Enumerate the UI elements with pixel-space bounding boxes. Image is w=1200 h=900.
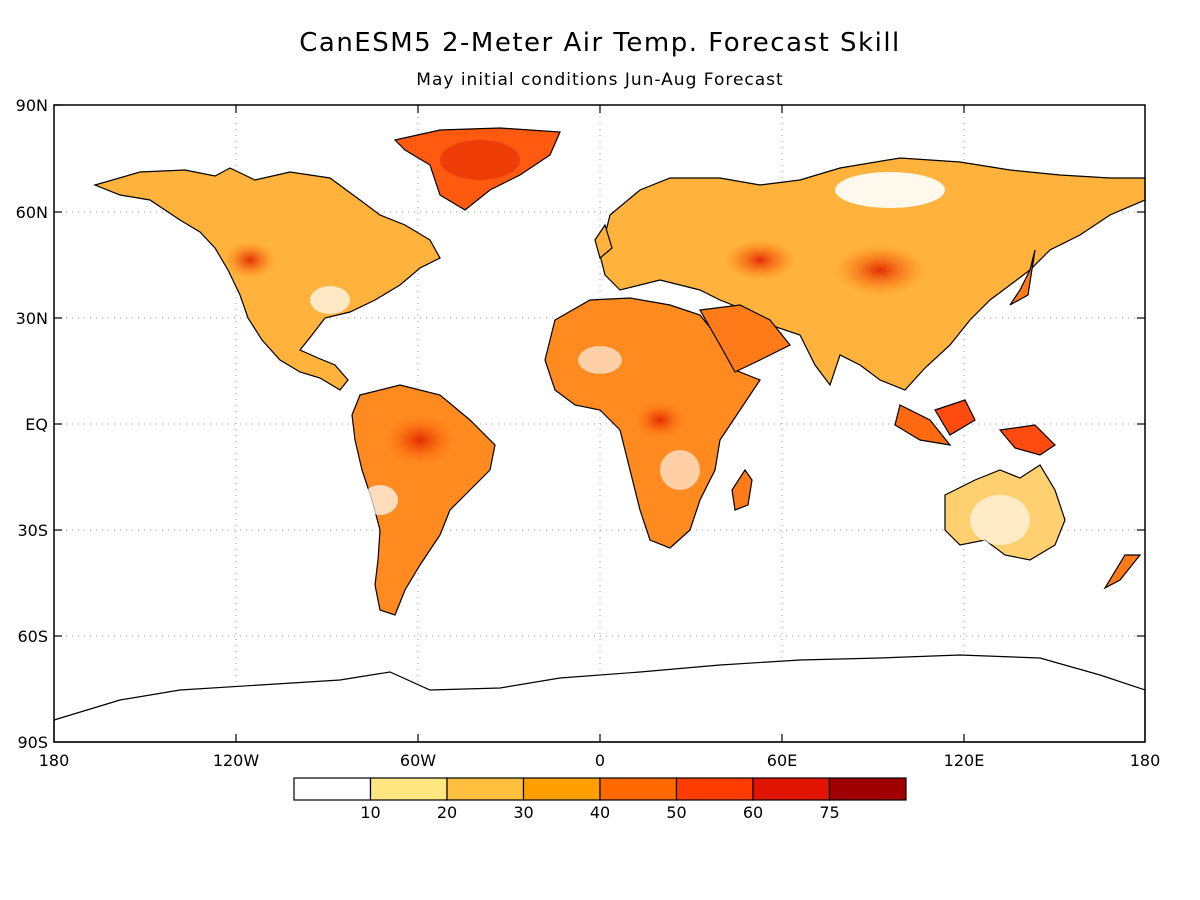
lat-label: 60N bbox=[16, 203, 48, 222]
colorbar-swatch bbox=[446, 777, 525, 801]
colorbar-label: 40 bbox=[590, 803, 610, 822]
lon-label: 120W bbox=[213, 751, 260, 770]
lon-label: 60W bbox=[400, 751, 436, 770]
skill-blobs bbox=[225, 140, 1030, 545]
new-zealand bbox=[1103, 554, 1142, 590]
colorbar-label: 60 bbox=[743, 803, 763, 822]
north-america bbox=[93, 167, 441, 391]
lat-label: EQ bbox=[25, 415, 48, 434]
lon-label: 60E bbox=[767, 751, 797, 770]
lon-label: 180 bbox=[39, 751, 70, 770]
british-isles bbox=[594, 223, 613, 260]
lat-label: 60S bbox=[17, 627, 48, 646]
southeast-asia-islands bbox=[894, 404, 952, 446]
longitude-labels: 180 120W 60W 0 60E 120E 180 bbox=[39, 751, 1161, 770]
colorbar-label: 20 bbox=[437, 803, 457, 822]
lat-label: 90N bbox=[16, 96, 48, 115]
colorbar-swatch bbox=[369, 777, 448, 801]
madagascar bbox=[731, 468, 753, 511]
lon-label: 120E bbox=[944, 751, 985, 770]
lat-label: 30S bbox=[17, 521, 48, 540]
colorbar-swatch bbox=[599, 777, 678, 801]
latitude-labels: 90N 60N 30N EQ 30S 60S 90S bbox=[16, 96, 48, 752]
tick-marks bbox=[54, 104, 1145, 742]
lat-label: 30N bbox=[16, 309, 48, 328]
map-title: CanESM5 2-Meter Air Temp. Forecast Skill bbox=[299, 28, 901, 58]
antarctica bbox=[53, 654, 1146, 743]
colorbar-swatch bbox=[522, 777, 601, 801]
japan bbox=[1009, 249, 1036, 306]
lon-label: 180 bbox=[1130, 751, 1161, 770]
colorbar: 10 20 30 40 50 60 75 bbox=[293, 777, 907, 822]
colorbar-label: 50 bbox=[666, 803, 686, 822]
map-subtitle: May initial conditions Jun-Aug Forecast bbox=[416, 70, 784, 90]
colorbar-swatch bbox=[752, 777, 831, 801]
colorbar-label: 10 bbox=[360, 803, 380, 822]
colorbar-swatch bbox=[675, 777, 754, 801]
colorbar-swatch bbox=[828, 777, 907, 801]
lon-label: 0 bbox=[595, 751, 605, 770]
colorbar-label: 75 bbox=[819, 803, 839, 822]
colorbar-swatch bbox=[293, 777, 372, 801]
lat-label: 90S bbox=[17, 733, 48, 752]
arabia bbox=[699, 304, 791, 373]
colorbar-label: 30 bbox=[513, 803, 533, 822]
